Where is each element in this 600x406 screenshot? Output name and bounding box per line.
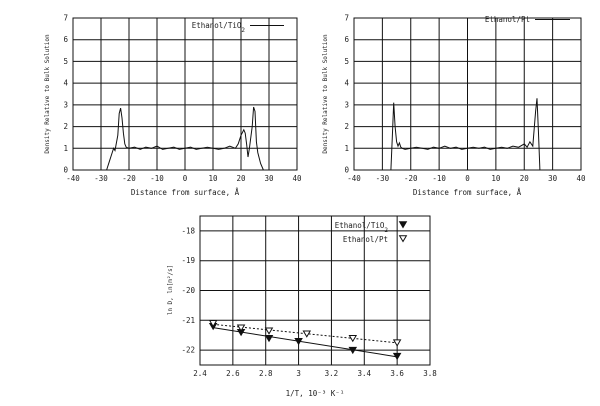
y-tick-label: 5 [344,57,349,66]
y-tick-label: 4 [63,79,68,88]
x-tick-label: -40 [66,174,80,183]
y-tick-label: 4 [344,79,349,88]
x-tick-label: -20 [122,174,136,183]
x-tick-label: -10 [150,174,164,183]
chart-pt-density: -40 -30 -20 -10 0 10 20 30 40 0 1 2 3 4 5 6 7 Distance f… [322,14,586,198]
legend-marker-ethanol-pt [398,235,408,243]
fit-line-ethanol-tio2 [213,327,398,358]
y-tick-label: 3 [63,100,68,109]
data-point-ethanol-pt [392,339,402,347]
chart-tio2-density: -40 -30 -20 -10 0 10 20 30 40 0 1 2 3 4 5 6 7 Distance f… [44,14,302,198]
x-axis-label: Distance from surface, Å [413,188,522,197]
legend: Ethanol/TiO2 Ethanol/Pt [335,221,408,244]
data-point-ethanol-tio2 [294,337,303,346]
data-series [390,98,541,171]
data-point-ethanol-pt [348,334,358,343]
data-point-ethanol-pt [236,324,246,332]
x-tick-label: 20 [236,174,246,183]
y-axis-label: Density Relative to Bulk Solution [44,34,51,154]
y-tick-label: 2 [344,122,349,131]
y-axis-label: ln D, ln[m²/s] [167,265,174,316]
y-tick-label: -20 [181,286,195,295]
legend-label: Ethanol/Pt [485,15,530,24]
data-series [208,320,402,361]
y-tick-label: 7 [344,14,349,23]
x-tick-label: 0 [465,174,470,183]
data-point-ethanol-tio2 [264,334,274,343]
x-tick-label: -40 [347,174,361,183]
x-tick-label: 2.8 [259,369,273,378]
legend-marker-open-triangle [398,235,408,243]
y-tick-label: -22 [181,346,195,355]
x-tick-label: 3.2 [325,369,339,378]
x-tick-label: 40 [292,174,302,183]
y-tick-label: -21 [181,316,195,325]
x-tick-label: 30 [548,174,558,183]
y-tick-label: 2 [63,122,68,131]
x-tick-label: -20 [404,174,418,183]
data-point-ethanol-tio2 [392,352,402,361]
x-tick-label: 3 [296,369,301,378]
tick-labels: -40 -30 -20 -10 0 10 20 30 40 0 1 2 3 4 5 6 7 [63,14,302,184]
tick-labels: 2.4 2.6 2.8 3 3.2 3.4 3.6 3.8 -18 -19 -20 -21 -22 [181,226,437,378]
legend-label-pt: Ethanol/Pt [343,235,388,244]
y-tick-label: 5 [63,57,68,66]
y-tick-label: -18 [181,226,195,235]
y-tick-label: 6 [63,35,68,44]
legend-label: Ethanol/TiO2 [192,21,246,34]
x-tick-label: 40 [576,174,586,183]
x-tick-label: -10 [432,174,446,183]
x-tick-label: 10 [208,174,218,183]
x-tick-label: 30 [264,174,274,183]
x-tick-label: -30 [94,174,108,183]
legend-marker-ethanol-tio2 [398,221,408,229]
series-line-ethanol-pt [390,98,541,171]
x-tick-label: -30 [376,174,390,183]
x-tick-label: 10 [491,174,501,183]
data-series [106,106,264,171]
x-tick-label: 20 [520,174,530,183]
grid [354,18,581,170]
chart-diffusion-arrhenius: 2.4 2.6 2.8 3 3.2 3.4 3.6 3.8 -18 -19 -20 -21 -22 1/… [167,215,437,398]
y-tick-label: 7 [63,14,68,23]
y-tick-label: 1 [344,144,349,153]
y-tick-label: 0 [63,166,68,175]
data-point-ethanol-pt [208,320,218,328]
x-tick-label: 3.4 [358,369,372,378]
y-tick-label: 1 [63,144,68,153]
x-axis-label: 1/T, 10⁻³ K⁻¹ [286,389,345,398]
data-point-ethanol-pt [302,330,312,338]
y-tick-label: 3 [344,100,349,109]
data-point-ethanol-pt [264,327,274,335]
x-tick-label: 2.6 [226,369,240,378]
data-point-ethanol-tio2 [348,346,358,355]
x-axis-label: Distance from surface, Å [131,188,240,197]
y-tick-label: -19 [181,256,195,265]
x-tick-label: 3.8 [423,369,437,378]
x-tick-label: 2.4 [193,369,207,378]
series-line-ethanol-tio2 [106,106,264,171]
legend: Ethanol/TiO2 [192,21,284,34]
x-tick-label: 0 [183,174,188,183]
y-axis-label: Density Relative to Bulk Solution [322,34,329,154]
y-tick-label: 0 [344,166,349,175]
legend-label-tio2: Ethanol/TiO2 [335,221,389,234]
tick-labels: -40 -30 -20 -10 0 10 20 30 40 0 1 2 3 4 5 6 7 [344,14,586,184]
x-tick-label: 3.6 [390,369,404,378]
legend-marker-filled-triangle [398,221,408,229]
y-tick-label: 6 [344,35,349,44]
legend: Ethanol/Pt [485,15,570,24]
grid [73,18,297,170]
